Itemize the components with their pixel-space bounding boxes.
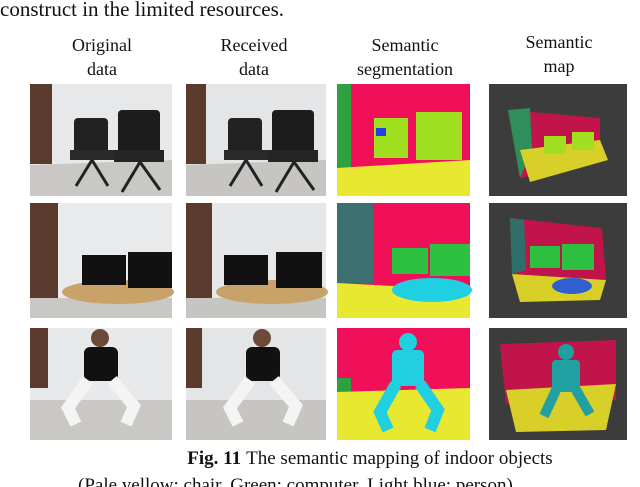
segmentation-monitors <box>337 203 472 318</box>
segmentation-chairs <box>337 84 470 196</box>
map-monitors <box>489 203 627 318</box>
map-person <box>489 328 627 440</box>
body-text: construct in the limited resources. <box>0 0 284 21</box>
column-headers: Original data Received data Semantic seg… <box>72 32 593 79</box>
column-header: data <box>239 59 269 79</box>
column-header: Semantic <box>372 35 439 55</box>
column-header: Received <box>221 35 288 55</box>
legend-note: (Pale yellow: chair, Green: computer, Li… <box>78 475 513 487</box>
photo-received-monitors <box>186 203 328 318</box>
photo-received-chairs <box>186 84 326 196</box>
photo-received-person <box>186 328 326 440</box>
figure-caption: Fig. 11 The semantic mapping of indoor ob… <box>187 448 552 469</box>
column-header: map <box>544 56 575 76</box>
segmentation-person <box>337 328 470 440</box>
photo-original-monitors <box>30 203 174 318</box>
column-header: Original <box>72 35 132 55</box>
column-header: Semantic <box>526 32 593 52</box>
photo-original-person <box>30 328 172 440</box>
photo-original-chairs <box>30 84 172 196</box>
map-chairs <box>489 84 627 196</box>
caption-text: The semantic mapping of indoor objects <box>246 448 553 469</box>
caption-label: Fig. 11 <box>187 448 241 469</box>
column-header: segmentation <box>357 59 453 79</box>
column-header: data <box>87 59 117 79</box>
